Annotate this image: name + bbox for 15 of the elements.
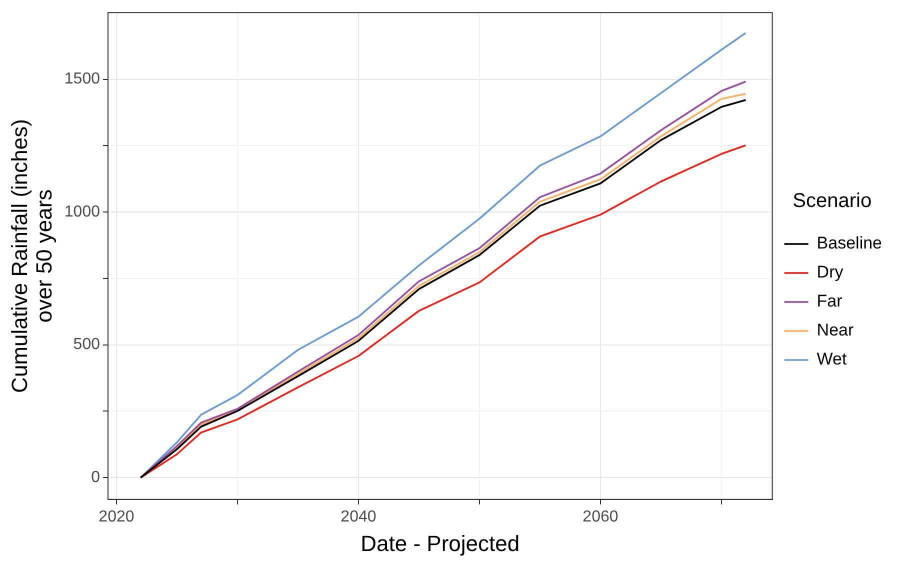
- x-axis-title: Date - Projected: [360, 530, 520, 556]
- legend-label: Far: [816, 292, 843, 311]
- y-tick-label: 500: [73, 336, 100, 354]
- legend-label: Near: [816, 320, 854, 340]
- y-axis-title: Cumulative Rainfall (inches) over 50 years: [7, 119, 56, 393]
- x-tick-label: 2060: [582, 508, 618, 526]
- legend-label: Baseline: [816, 234, 882, 253]
- y-tick-label: 1000: [64, 203, 100, 220]
- legend-label: Wet: [816, 350, 847, 369]
- x-tick-label: 2020: [98, 508, 134, 526]
- y-tick-label: 0: [91, 469, 100, 486]
- legend-label: Dry: [816, 262, 844, 282]
- legend-title: Scenario: [792, 190, 872, 212]
- y-tick-label: 1500: [64, 70, 100, 88]
- x-tick-label: 2040: [340, 508, 376, 526]
